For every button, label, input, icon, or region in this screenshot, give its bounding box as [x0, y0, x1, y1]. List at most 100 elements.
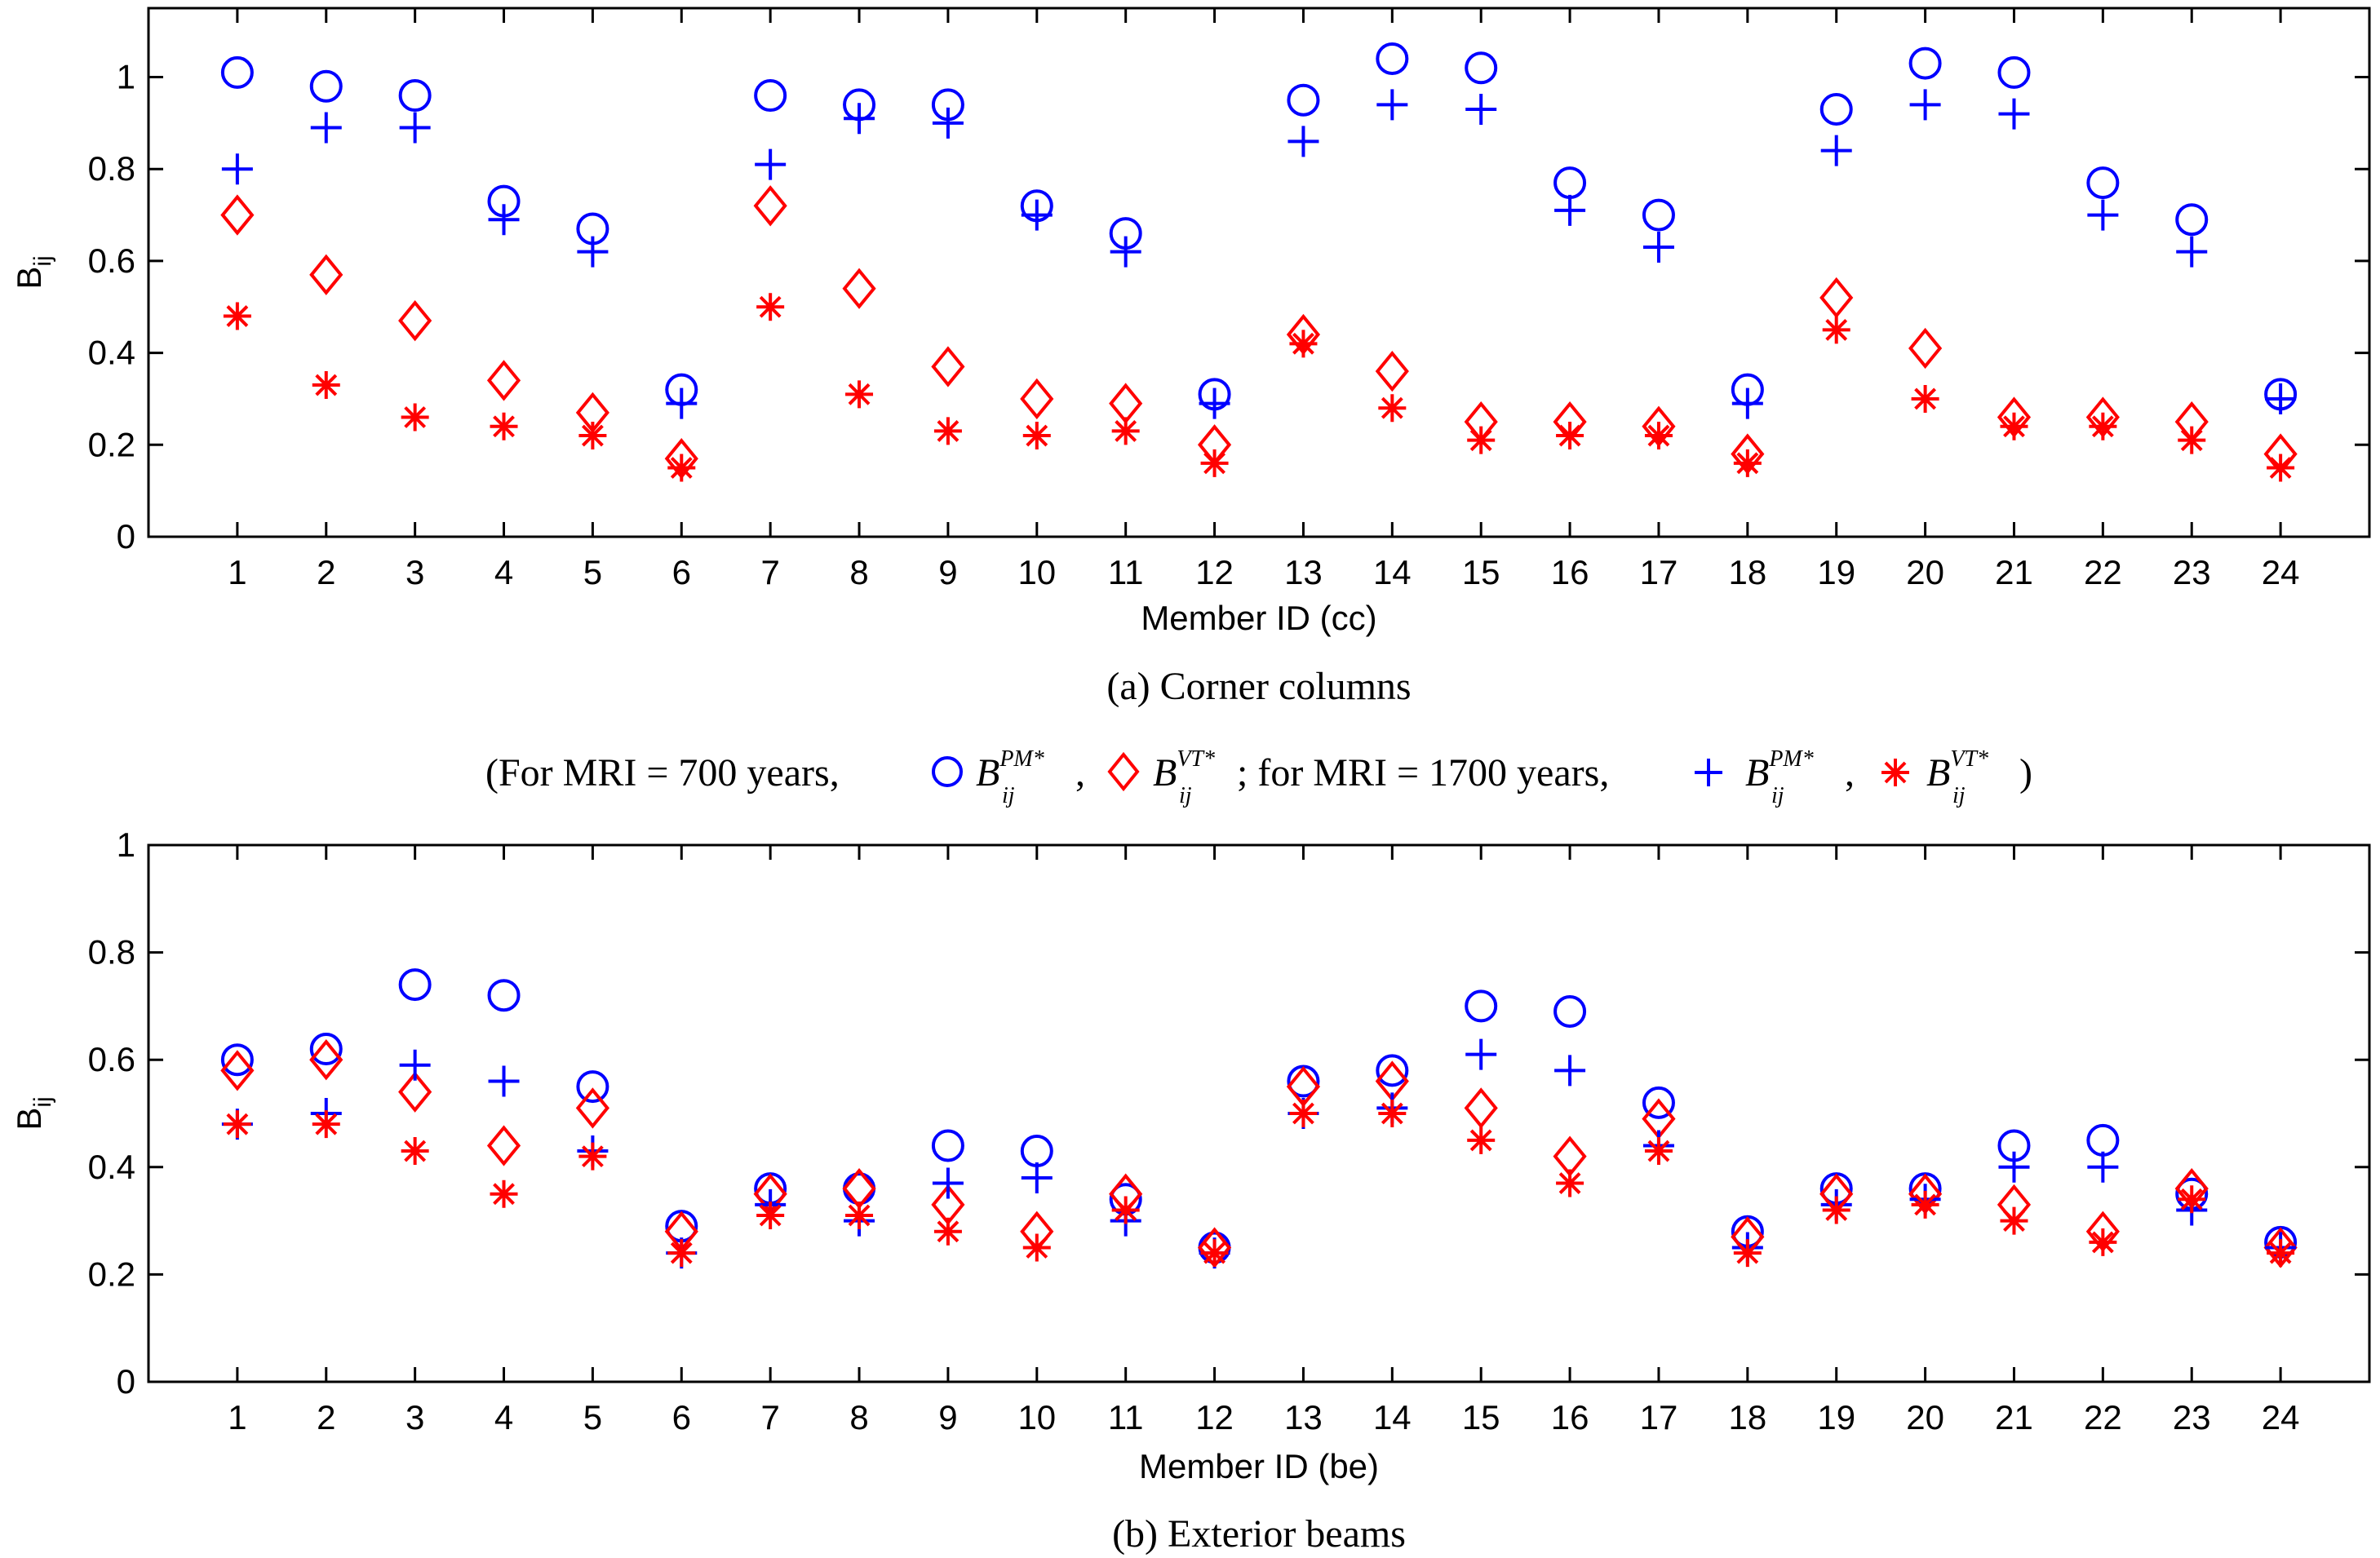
- x-tick-label: 5: [583, 1398, 602, 1436]
- x-tick-label: 20: [1906, 553, 1944, 591]
- asterisk-marker: [1556, 1169, 1584, 1197]
- asterisk-marker: [667, 454, 696, 482]
- diamond-marker: [309, 1039, 343, 1081]
- panel-b-y-axis: 0 0.2 0.4 0.6 0.8 1: [88, 825, 2369, 1401]
- asterisk-marker: [1200, 449, 1229, 477]
- diamond-marker: [398, 1071, 432, 1113]
- plus-marker: [1465, 1038, 1497, 1070]
- panel-b-y-axis-label-sub: ij: [29, 1096, 56, 1107]
- y-tick-label: 1: [117, 58, 135, 96]
- x-tick-label: 11: [1108, 1398, 1144, 1436]
- plus-marker: [1642, 232, 1674, 263]
- x-tick-label: 4: [494, 1398, 513, 1436]
- y-tick-label: 0.2: [88, 1255, 135, 1293]
- x-tick-label: 16: [1551, 553, 1589, 591]
- panel-a-x-axis-label: Member ID (cc): [1141, 599, 1376, 637]
- diamond-marker: [1908, 327, 1943, 370]
- asterisk-marker: [2178, 1185, 2206, 1214]
- diamond-marker: [486, 360, 521, 401]
- y-tick-label: 0.6: [88, 1040, 135, 1078]
- plus-marker: [1554, 1055, 1586, 1087]
- panel-b-y-axis-label-main: B: [10, 1108, 48, 1131]
- x-tick-label: 7: [760, 553, 779, 591]
- x-tick-label: 21: [1995, 1398, 2033, 1436]
- diamond-marker: [1464, 1087, 1498, 1129]
- x-tick-label: 9: [938, 553, 957, 591]
- circle-marker: [754, 79, 787, 113]
- x-tick-label: 1: [228, 1398, 246, 1436]
- plus-marker: [844, 103, 875, 135]
- x-tick-label: 23: [2173, 1398, 2211, 1436]
- panel-a-y-axis: 0 0.2 0.4 0.6 0.8 1: [88, 58, 2369, 555]
- x-tick-label: 8: [849, 553, 868, 591]
- circle-marker: [487, 979, 521, 1012]
- plus-marker: [1021, 1162, 1053, 1193]
- x-tick-label: 13: [1284, 553, 1323, 591]
- plus-marker: [1998, 1151, 2030, 1183]
- asterisk-marker: [1911, 384, 1939, 413]
- panel-b-plot-frame: [147, 843, 2371, 1383]
- legend-plus-marker: [1695, 759, 1722, 786]
- asterisk-marker: [223, 302, 251, 330]
- asterisk-marker: [1644, 1137, 1673, 1166]
- legend-suffix: ): [2019, 751, 2032, 794]
- x-tick-label: 6: [672, 553, 691, 591]
- x-tick-label: 11: [1108, 553, 1144, 591]
- legend-pm-1700-sup: PM*: [1768, 746, 1813, 772]
- x-tick-label: 9: [938, 1398, 957, 1436]
- y-tick-label: 0.8: [88, 933, 135, 972]
- asterisk-marker: [578, 1142, 607, 1171]
- circle-marker: [1819, 92, 1853, 126]
- asterisk-marker: [1289, 330, 1318, 358]
- x-tick-label: 14: [1373, 1398, 1412, 1436]
- plus-marker: [577, 236, 609, 268]
- legend-diamond-marker: [1107, 751, 1140, 792]
- legend-pm-1700-sub: ij: [1771, 783, 1784, 808]
- legend-vt-1700-sub: ij: [1952, 783, 1966, 808]
- circle-marker: [2175, 203, 2209, 237]
- asterisk-marker: [1289, 1100, 1318, 1127]
- asterisk-marker: [490, 1180, 518, 1208]
- x-tick-label: 14: [1373, 553, 1412, 591]
- circle-marker: [220, 55, 254, 89]
- plus-marker: [1021, 199, 1053, 231]
- legend-vt-700-sub: ij: [1179, 783, 1192, 808]
- panel-b-markers: [220, 968, 2298, 1269]
- x-tick-label: 23: [2173, 553, 2211, 591]
- circle-marker: [1376, 1054, 1409, 1087]
- plus-marker: [1820, 135, 1852, 166]
- x-tick-label: 5: [583, 553, 602, 591]
- y-tick-label: 0: [117, 1362, 135, 1401]
- x-tick-label: 8: [849, 1398, 868, 1436]
- plus-marker: [488, 1065, 520, 1097]
- circle-marker: [398, 968, 432, 1002]
- y-tick-label: 0.4: [88, 1148, 135, 1186]
- legend-circle-marker: [932, 756, 963, 787]
- x-tick-label: 22: [2084, 1398, 2122, 1436]
- panel-a-x-axis: 1 2 3 4 5 6 7 8 9 10 11 12 13 14 15 16 17 18 19 20 21 22 23 24: [228, 8, 2299, 591]
- panel-a-y-axis-label-main: B: [10, 267, 48, 290]
- circle-marker: [1908, 46, 1942, 80]
- plus-marker: [666, 387, 698, 419]
- plus-marker: [755, 148, 787, 180]
- asterisk-marker: [1822, 1196, 1850, 1224]
- legend-vt-1700: BVT*: [1926, 746, 1988, 794]
- plus-marker: [932, 107, 964, 139]
- plus-marker: [1376, 89, 1408, 121]
- circle-marker: [1642, 198, 1675, 232]
- diamond-marker: [1109, 383, 1143, 424]
- asterisk-marker: [2089, 412, 2117, 440]
- panel-a-y-axis-label-sub: ij: [29, 255, 56, 266]
- diamond-marker: [220, 194, 255, 236]
- x-tick-label: 1: [228, 553, 246, 591]
- panel-b-exterior-beams: 00.20.40.60.81 1 2 3 4 5 6 7 8 9 10 11 12 13 14 15 16 17…: [10, 825, 2371, 1556]
- panel-a-plot-frame: [147, 7, 2371, 538]
- x-tick-label: 16: [1551, 1398, 1589, 1436]
- panel-a-y-axis-label: Bij: [10, 255, 56, 289]
- x-tick-label: 18: [1728, 1398, 1766, 1436]
- plus-marker: [1731, 387, 1763, 419]
- legend-vt-700-sup: VT*: [1177, 746, 1215, 772]
- x-tick-label: 24: [2262, 1398, 2300, 1436]
- x-tick-label: 3: [406, 553, 424, 591]
- legend-comma-1: ,: [1075, 751, 1085, 794]
